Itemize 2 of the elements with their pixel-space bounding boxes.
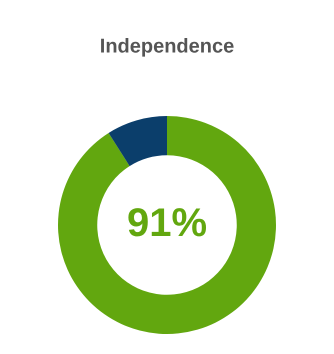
data-label: 91% — [126, 201, 208, 246]
chart-title: Independence — [100, 36, 234, 58]
